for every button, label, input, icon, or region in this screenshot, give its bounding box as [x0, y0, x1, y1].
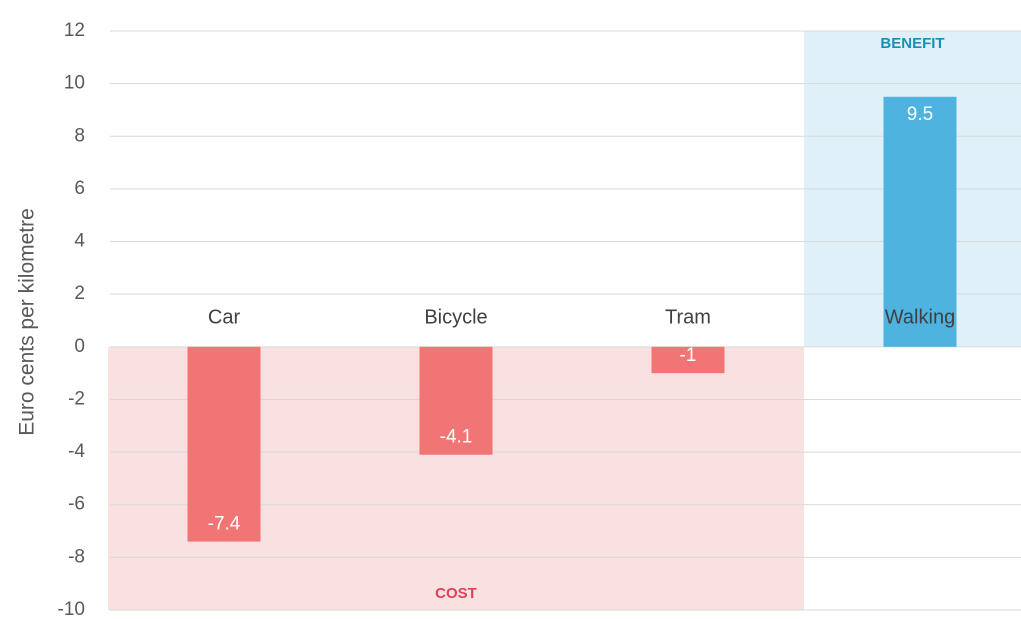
y-axis-label: Euro cents per kilometre — [16, 208, 39, 436]
value-label: -4.1 — [440, 427, 473, 448]
category-label: Walking — [885, 306, 955, 328]
y-tick-label: -2 — [68, 388, 85, 409]
y-tick-label: -6 — [68, 494, 85, 515]
value-label: -7.4 — [208, 514, 241, 535]
category-label: Tram — [665, 306, 711, 328]
category-label: Car — [208, 306, 241, 328]
annotation: BENEFIT — [880, 35, 944, 52]
bar — [883, 96, 957, 347]
value-label: 9.5 — [907, 104, 933, 125]
y-tick-label: -4 — [68, 441, 85, 462]
y-tick-label: 6 — [74, 178, 85, 199]
y-tick-label: -8 — [68, 546, 85, 567]
y-tick-label: 12 — [64, 20, 85, 41]
y-tick-label: 10 — [64, 73, 85, 94]
annotation: COST — [435, 585, 477, 602]
category-label: Bicycle — [424, 306, 487, 328]
y-tick-label: 8 — [74, 125, 85, 146]
bar — [187, 346, 261, 542]
bar — [419, 346, 493, 455]
bar — [651, 346, 725, 374]
y-tick-label: 0 — [74, 336, 85, 357]
y-tick-label: 4 — [74, 231, 85, 252]
value-label: -1 — [680, 345, 697, 366]
y-tick-label: -10 — [58, 599, 85, 619]
y-tick-label: 2 — [74, 283, 85, 304]
